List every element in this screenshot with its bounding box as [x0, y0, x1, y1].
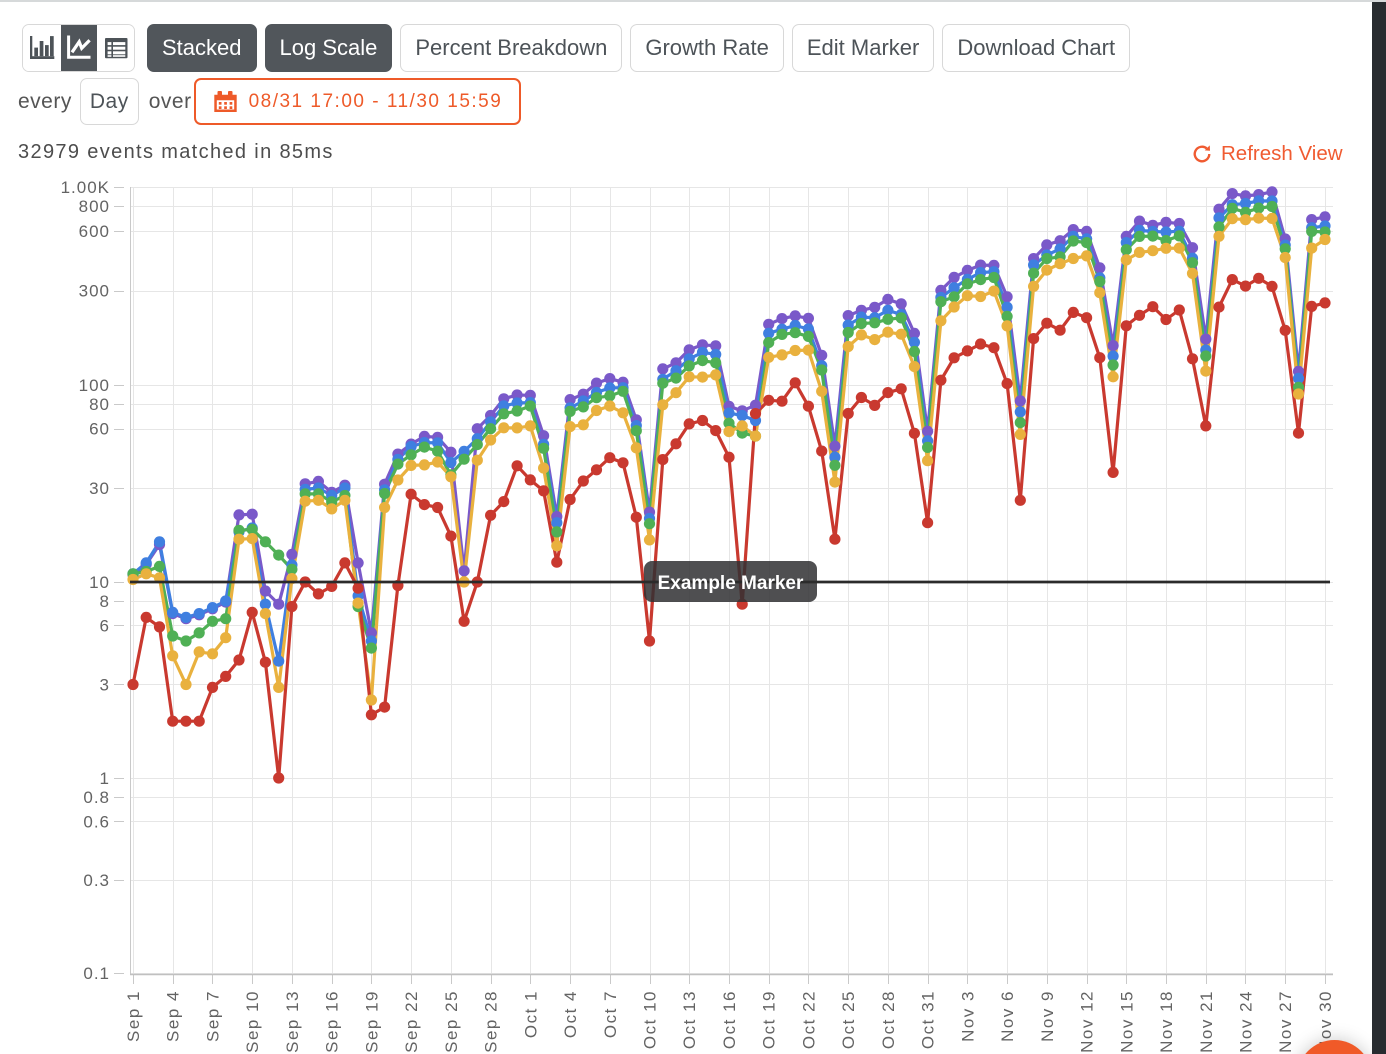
svg-text:0.8: 0.8: [83, 788, 110, 807]
svg-text:Oct 7: Oct 7: [601, 990, 620, 1038]
svg-text:Oct 19: Oct 19: [760, 990, 779, 1049]
svg-text:3: 3: [100, 676, 110, 695]
svg-text:Sep 16: Sep 16: [323, 990, 342, 1053]
svg-text:Nov 21: Nov 21: [1197, 990, 1216, 1053]
svg-text:Nov 27: Nov 27: [1276, 990, 1295, 1053]
svg-text:Oct 13: Oct 13: [680, 990, 699, 1049]
svg-text:Nov 18: Nov 18: [1157, 990, 1176, 1053]
svg-text:Sep 7: Sep 7: [204, 990, 223, 1042]
svg-text:Sep 22: Sep 22: [402, 990, 421, 1053]
svg-text:1: 1: [100, 769, 110, 788]
svg-text:0.3: 0.3: [83, 871, 110, 890]
svg-text:100: 100: [79, 376, 110, 395]
svg-text:0.1: 0.1: [83, 964, 110, 983]
svg-text:6: 6: [100, 617, 110, 636]
svg-text:Oct 4: Oct 4: [561, 990, 580, 1038]
svg-text:Nov 24: Nov 24: [1237, 990, 1256, 1053]
svg-text:1.00K: 1.00K: [61, 178, 110, 197]
svg-text:0.6: 0.6: [83, 812, 110, 831]
svg-text:Nov 9: Nov 9: [1038, 990, 1057, 1042]
svg-text:10: 10: [89, 573, 110, 592]
svg-text:Sep 19: Sep 19: [362, 990, 381, 1053]
svg-text:Sep 13: Sep 13: [283, 990, 302, 1053]
svg-text:30: 30: [89, 479, 110, 498]
svg-text:Nov 12: Nov 12: [1078, 990, 1097, 1053]
svg-text:Oct 31: Oct 31: [919, 990, 938, 1049]
svg-text:Nov 6: Nov 6: [998, 990, 1017, 1042]
svg-text:Nov 3: Nov 3: [958, 990, 977, 1042]
svg-text:Sep 25: Sep 25: [442, 990, 461, 1053]
svg-text:Sep 28: Sep 28: [482, 990, 501, 1053]
svg-text:Oct 28: Oct 28: [879, 990, 898, 1049]
svg-text:Sep 10: Sep 10: [243, 990, 262, 1053]
svg-text:Nov 15: Nov 15: [1117, 990, 1136, 1053]
svg-text:300: 300: [79, 282, 110, 301]
svg-text:80: 80: [89, 395, 110, 414]
svg-text:Oct 22: Oct 22: [799, 990, 818, 1049]
svg-text:Sep 1: Sep 1: [124, 990, 143, 1042]
svg-text:800: 800: [79, 197, 110, 216]
svg-text:Oct 16: Oct 16: [720, 990, 739, 1049]
svg-text:Example Marker: Example Marker: [658, 573, 804, 594]
svg-text:Oct 25: Oct 25: [839, 990, 858, 1049]
svg-text:Oct 1: Oct 1: [521, 990, 540, 1038]
svg-text:Nov 30: Nov 30: [1316, 990, 1335, 1053]
svg-text:60: 60: [89, 420, 110, 439]
svg-text:8: 8: [100, 592, 110, 611]
svg-text:Oct 10: Oct 10: [641, 990, 660, 1049]
svg-text:Sep 4: Sep 4: [164, 990, 183, 1042]
svg-text:600: 600: [79, 222, 110, 241]
